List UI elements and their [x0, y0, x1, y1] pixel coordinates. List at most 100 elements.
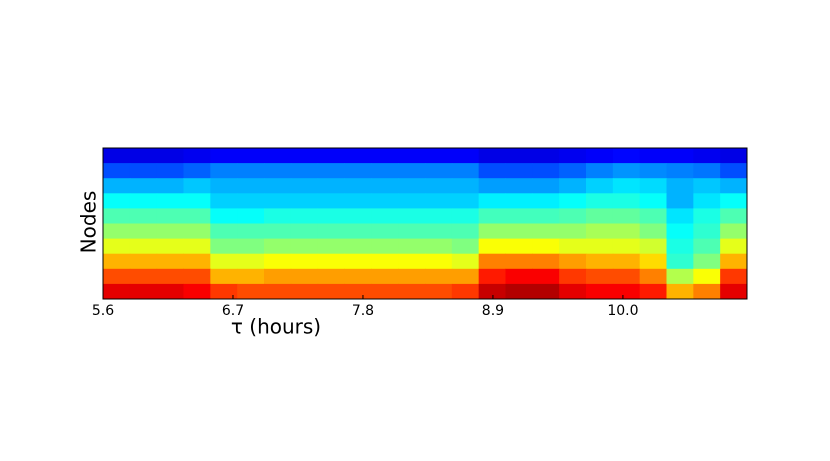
- heat-cell: [317, 253, 345, 270]
- heat-cell: [451, 178, 480, 194]
- heat-cell: [129, 208, 158, 224]
- heat-cell: [371, 178, 399, 194]
- heat-cell: [612, 208, 641, 224]
- heat-cell: [505, 283, 533, 300]
- heat-cell: [183, 253, 211, 270]
- heat-cell: [237, 148, 265, 164]
- heat-cell: [639, 223, 667, 240]
- heat-cell: [586, 178, 614, 194]
- heat-cell: [451, 253, 480, 270]
- heat-cell: [317, 208, 345, 224]
- heat-cell: [237, 178, 265, 194]
- heat-cell: [290, 178, 319, 194]
- heat-cell: [505, 208, 533, 224]
- heat-cell: [639, 163, 667, 179]
- heat-cell: [451, 238, 480, 255]
- heat-cell: [398, 178, 426, 194]
- heat-cell: [720, 253, 748, 270]
- heat-cell: [666, 238, 694, 255]
- heat-cell: [559, 238, 587, 255]
- heat-cell: [720, 163, 748, 179]
- heat-cell: [237, 238, 265, 255]
- heat-cell: [666, 253, 694, 270]
- heat-cell: [264, 193, 292, 209]
- heat-cell: [559, 178, 587, 194]
- heat-cell: [344, 178, 372, 194]
- heat-cell: [505, 253, 533, 270]
- heat-cell: [586, 253, 614, 270]
- heat-cell: [612, 268, 641, 285]
- heat-cell: [103, 208, 131, 224]
- heat-cell: [156, 163, 184, 179]
- heat-cell: [371, 238, 399, 255]
- heat-cell: [505, 148, 533, 164]
- heat-cell: [290, 283, 319, 300]
- heat-cell: [156, 283, 184, 300]
- x-tick-label: 6.7: [222, 303, 244, 319]
- heat-cell: [505, 163, 533, 179]
- heat-cell: [129, 238, 158, 255]
- heat-cell: [532, 148, 560, 164]
- heat-cell: [237, 193, 265, 209]
- heat-cell: [639, 178, 667, 194]
- heat-cell: [129, 193, 158, 209]
- heat-cell: [425, 238, 453, 255]
- heat-cell: [693, 283, 721, 300]
- heat-cell: [290, 268, 319, 285]
- heat-cell: [371, 223, 399, 240]
- heat-cell: [612, 163, 641, 179]
- heat-cell: [666, 223, 694, 240]
- heat-cell: [693, 208, 721, 224]
- heat-cell: [183, 193, 211, 209]
- heat-cell: [317, 268, 345, 285]
- heat-cell: [103, 193, 131, 209]
- heat-cell: [317, 148, 345, 164]
- heat-cell: [693, 223, 721, 240]
- heat-cell: [156, 268, 184, 285]
- heat-cell: [398, 193, 426, 209]
- heat-cell: [451, 163, 480, 179]
- heat-cell: [559, 163, 587, 179]
- heat-cell: [183, 208, 211, 224]
- heat-cell: [451, 148, 480, 164]
- heat-cell: [210, 178, 238, 194]
- heat-cell: [425, 163, 453, 179]
- heat-cell: [210, 208, 238, 224]
- heat-cell: [398, 223, 426, 240]
- heat-cell: [505, 178, 533, 194]
- x-tick-label: 8.9: [482, 303, 504, 319]
- heat-cell: [129, 268, 158, 285]
- heat-cell: [129, 283, 158, 300]
- heat-cell: [559, 208, 587, 224]
- heat-cell: [505, 268, 533, 285]
- heat-cell: [103, 148, 131, 164]
- heat-cell: [425, 148, 453, 164]
- heat-cell: [720, 283, 748, 300]
- heat-cell: [720, 238, 748, 255]
- heat-cell: [612, 283, 641, 300]
- heat-cell: [478, 178, 506, 194]
- heat-cell: [371, 208, 399, 224]
- heat-cell: [478, 268, 506, 285]
- heat-cell: [290, 163, 319, 179]
- heat-cell: [425, 178, 453, 194]
- heat-cell: [183, 163, 211, 179]
- heatmap: [103, 148, 748, 300]
- heat-cell: [103, 163, 131, 179]
- heat-cell: [612, 223, 641, 240]
- heat-cell: [398, 148, 426, 164]
- heat-cell: [183, 223, 211, 240]
- heat-cell: [264, 148, 292, 164]
- heat-cell: [666, 178, 694, 194]
- heat-cell: [505, 223, 533, 240]
- heat-cell: [344, 238, 372, 255]
- heat-cell: [425, 223, 453, 240]
- heat-cell: [586, 238, 614, 255]
- heat-cell: [317, 223, 345, 240]
- heat-cell: [264, 178, 292, 194]
- heat-cell: [344, 223, 372, 240]
- heat-cell: [317, 178, 345, 194]
- heat-cell: [693, 268, 721, 285]
- heat-cell: [264, 223, 292, 240]
- heat-cell: [451, 283, 480, 300]
